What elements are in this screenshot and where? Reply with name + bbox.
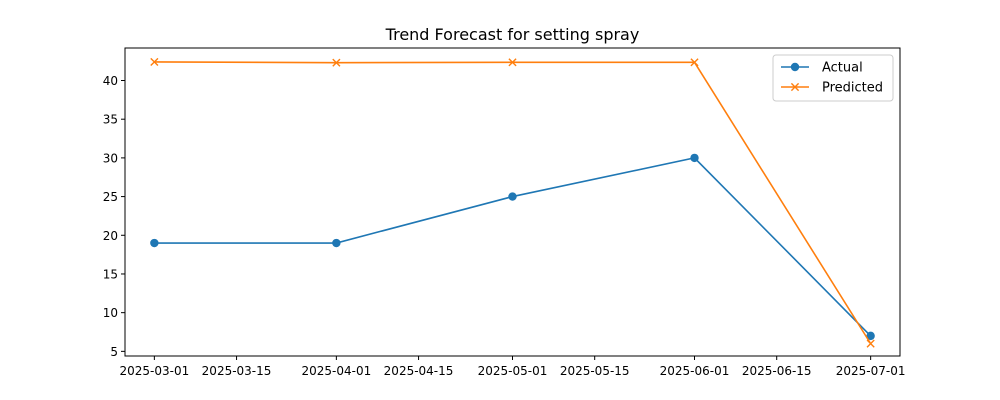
y-tick-label: 20 bbox=[103, 229, 118, 243]
data-point-predicted bbox=[332, 58, 341, 67]
data-point-predicted bbox=[508, 58, 517, 67]
x-tick-label: 2025-05-15 bbox=[560, 364, 630, 378]
plot-area bbox=[150, 57, 875, 348]
series-line-actual bbox=[154, 157, 872, 337]
legend-marker-actual bbox=[790, 62, 800, 72]
x-tick-label: 2025-03-15 bbox=[202, 364, 272, 378]
x-tick-label: 2025-07-01 bbox=[836, 364, 906, 378]
chart-title: Trend Forecast for setting spray bbox=[385, 25, 640, 44]
legend-label-actual: Actual bbox=[822, 61, 863, 76]
y-tick-label: 10 bbox=[103, 306, 118, 320]
y-tick-label: 40 bbox=[103, 74, 118, 88]
y-tick-label: 30 bbox=[103, 151, 118, 165]
x-tick-label: 2025-06-01 bbox=[660, 364, 730, 378]
legend-label-predicted: Predicted bbox=[822, 81, 883, 96]
y-tick-label: 25 bbox=[103, 190, 118, 204]
data-point-predicted bbox=[866, 339, 875, 348]
x-tick-label: 2025-03-01 bbox=[119, 364, 189, 378]
series-line-predicted bbox=[154, 61, 872, 345]
y-tick-label: 15 bbox=[103, 267, 118, 281]
legend: Actual Predicted bbox=[772, 54, 894, 102]
data-point-actual bbox=[690, 153, 699, 163]
x-tick-label: 2025-04-15 bbox=[384, 364, 454, 378]
data-point-actual bbox=[150, 238, 159, 248]
data-point-predicted bbox=[690, 58, 699, 67]
x-tick-label: 2025-04-01 bbox=[301, 364, 371, 378]
axes: 5 10 15 20 25 30 35 40 2025-03-01 2025-03-15 2025-… bbox=[103, 74, 906, 378]
legend-marker-predicted bbox=[790, 82, 800, 92]
data-point-actual bbox=[332, 238, 341, 248]
y-tick-label: 5 bbox=[110, 345, 118, 359]
x-tick-label: 2025-06-15 bbox=[742, 364, 812, 378]
x-tick-label: 2025-05-01 bbox=[478, 364, 548, 378]
y-tick-label: 35 bbox=[103, 113, 118, 127]
data-point-actual bbox=[866, 331, 875, 341]
data-point-actual bbox=[508, 192, 517, 201]
data-point-predicted bbox=[150, 57, 159, 67]
